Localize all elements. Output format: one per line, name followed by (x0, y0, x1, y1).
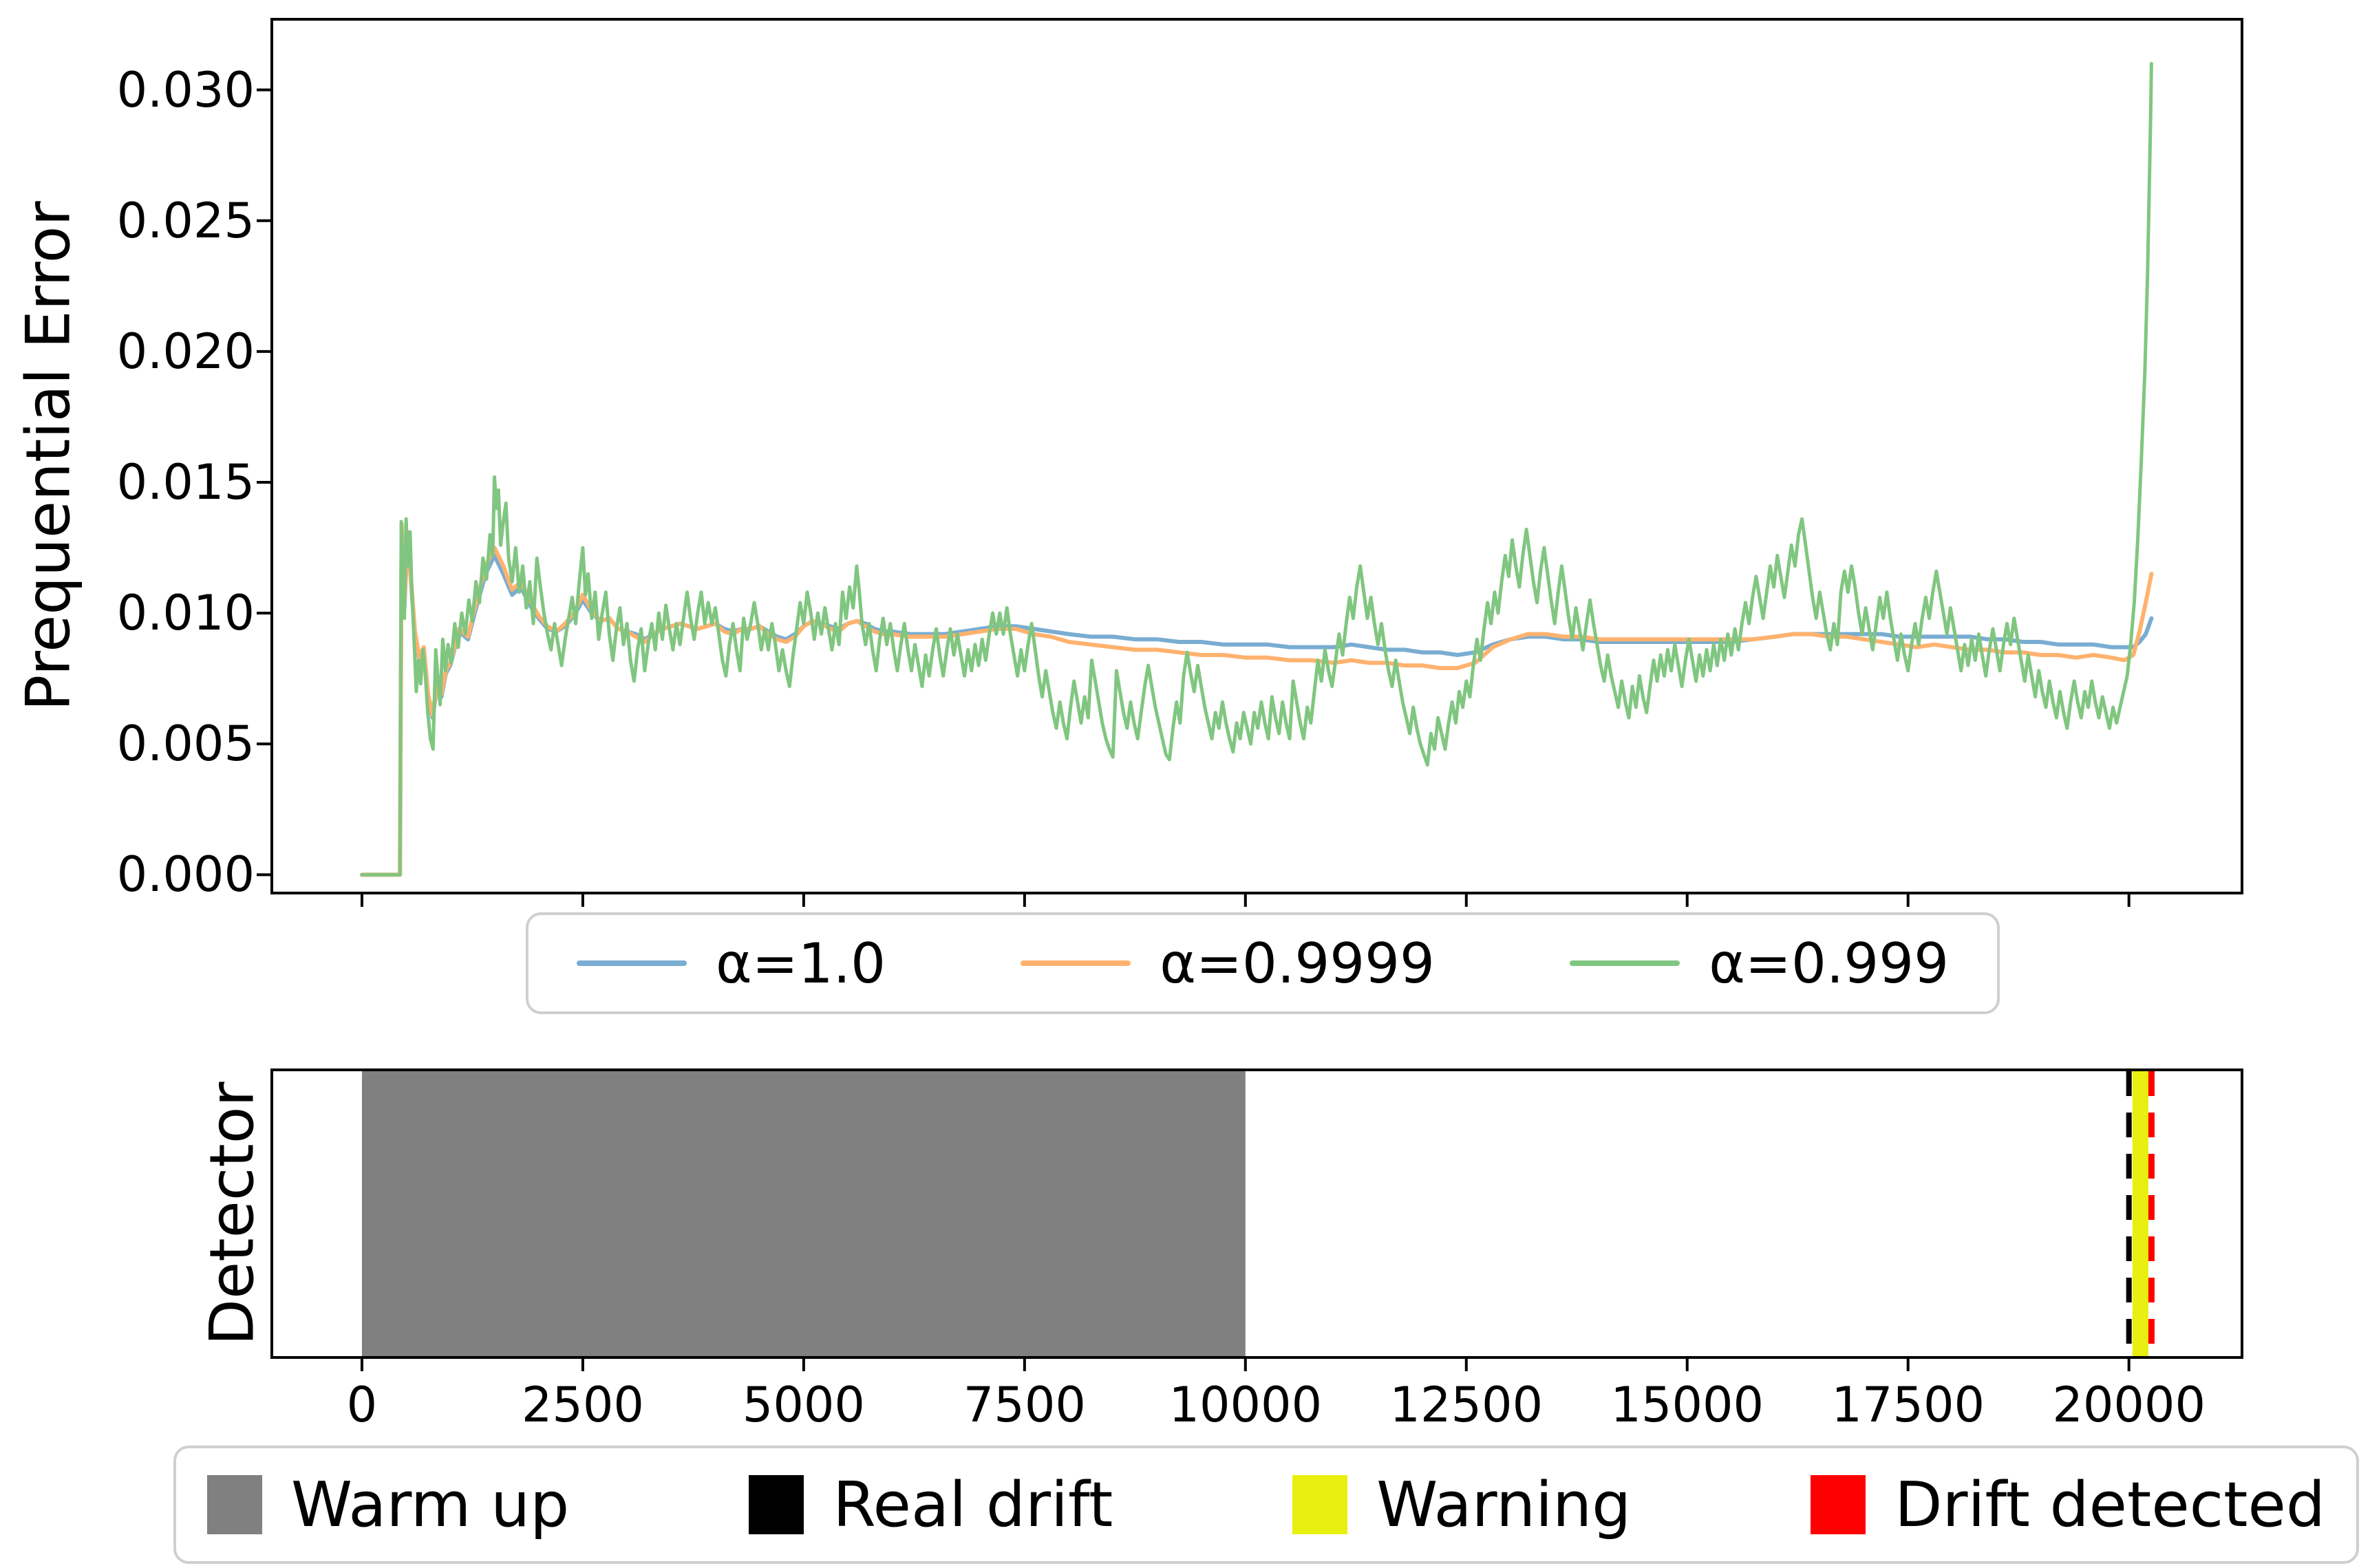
legend-label: Warm up (291, 1468, 570, 1541)
series-legend-item: α=0.9999 (1021, 932, 1435, 996)
region-warm-up (361, 1071, 1246, 1356)
detector-legend-item: Real drift (749, 1469, 1113, 1541)
y-tick-label: 0.005 (116, 716, 255, 773)
x-tick-label: 5000 (742, 1377, 865, 1433)
series-line-α=0.9999 (360, 522, 2154, 877)
legend-label: α=0.9999 (1160, 931, 1435, 996)
legend-label: α=1.0 (716, 931, 886, 996)
x-tick-label: 20000 (2052, 1377, 2206, 1433)
y-tick-label: 0.020 (116, 323, 255, 380)
x-tick-label: 7500 (963, 1377, 1086, 1433)
x-tick-label: 17500 (1831, 1377, 1985, 1433)
legend-line-swatch (1021, 960, 1131, 966)
x-tick-label: 12500 (1389, 1377, 1544, 1433)
y-tick-label: 0.015 (116, 454, 255, 511)
legend-patch-swatch (1811, 1475, 1866, 1534)
detector-legend-item: Warm up (207, 1469, 569, 1541)
region-warning (2132, 1071, 2148, 1356)
x-tick-label: 0 (346, 1377, 378, 1433)
detector-y-axis-label: Detector (196, 1082, 268, 1346)
legend-label: Drift detected (1894, 1468, 2325, 1541)
legend-label: α=0.999 (1709, 931, 1949, 996)
y-tick-label: 0.000 (116, 846, 255, 903)
detector-legend-item: Drift detected (1811, 1469, 2325, 1541)
detector-axes-frame (270, 1068, 2243, 1359)
top-axes-frame (270, 18, 2243, 894)
legend-label: Warning (1376, 1468, 1632, 1541)
x-tick-label: 2500 (521, 1377, 644, 1433)
x-tick-label: 10000 (1168, 1377, 1323, 1433)
y-tick-label: 0.030 (116, 61, 255, 118)
legend-patch-swatch (207, 1475, 262, 1534)
legend-line-swatch (1570, 960, 1680, 966)
legend-label: Real drift (833, 1468, 1113, 1541)
series-line-α=1.0 (360, 524, 2154, 877)
detector-legend-item: Warning (1292, 1469, 1631, 1541)
y-tick-label: 0.010 (116, 585, 255, 642)
legend-patch-swatch (749, 1475, 804, 1534)
series-legend: α=1.0 α=0.9999 α=0.999 (526, 912, 2000, 1014)
series-line-α=0.999 (360, 62, 2153, 877)
series-legend-item: α=1.0 (577, 932, 886, 996)
detector-legend: Warm up Real drift Warning Drift detected (173, 1446, 2359, 1564)
legend-line-swatch (577, 960, 687, 966)
legend-patch-swatch (1292, 1475, 1348, 1534)
series-legend-item: α=0.999 (1570, 932, 1949, 996)
y-tick-label: 0.025 (116, 192, 255, 249)
top-y-axis-label: Prequential Error (12, 201, 84, 711)
x-tick-label: 15000 (1610, 1377, 1764, 1433)
